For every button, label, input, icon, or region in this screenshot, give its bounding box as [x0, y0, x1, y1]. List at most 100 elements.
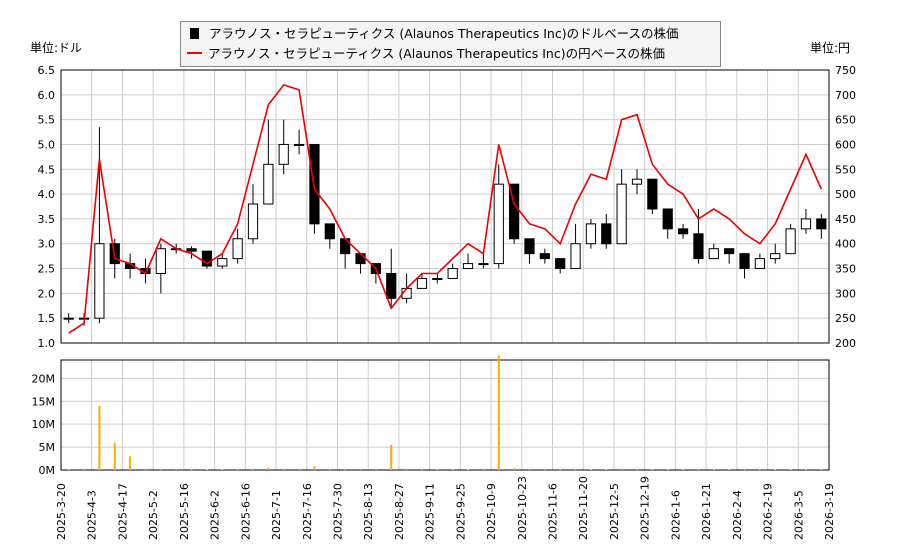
x-tick-label: 2026-1-21: [700, 483, 713, 540]
volume-bar: [543, 469, 546, 470]
y-left-tick-label: 6.0: [38, 89, 56, 102]
candle-body: [631, 178, 643, 185]
candle-body: [217, 258, 228, 267]
candle-body: [263, 163, 274, 205]
volume-tick-label: 0M: [39, 464, 56, 477]
x-tick-label: 2025-7-30: [331, 483, 344, 540]
legend-item-jpy: アラウノス・セラピューティクス (Alaunos Therapeutics In…: [187, 44, 665, 64]
volume-bar: [113, 442, 116, 470]
candle-body: [785, 228, 796, 255]
x-tick-label: 2026-1-6: [669, 490, 682, 540]
x-tick-label: 2025-10-9: [485, 483, 498, 540]
candle-body: [278, 143, 289, 165]
candle-body: [539, 253, 550, 260]
candle-body: [155, 248, 166, 275]
x-tick-label: 2025-4-17: [116, 483, 129, 540]
candle-body: [754, 258, 765, 270]
x-tick-label: 2026-3-19: [823, 483, 836, 540]
volume-bar: [636, 469, 638, 470]
candle-body: [386, 273, 397, 299]
candle-body: [662, 208, 673, 230]
candle-body: [401, 287, 412, 299]
volume-bar: [513, 468, 516, 470]
candle-body: [816, 218, 827, 230]
candle-body: [677, 228, 689, 235]
candle-body: [509, 183, 520, 240]
volume-bar: [144, 468, 147, 470]
volume-bar: [497, 355, 500, 470]
volume-bar: [359, 469, 362, 470]
y-left-tick-label: 2.5: [38, 263, 56, 276]
x-tick-label: 2025-5-2: [147, 490, 160, 540]
candle-body: [447, 268, 458, 279]
volume-bar: [574, 469, 577, 470]
y-right-tick-label: 750: [835, 64, 856, 77]
y-right-tick-label: 500: [835, 188, 856, 201]
candle-body: [186, 248, 197, 252]
volume-bar: [344, 469, 347, 470]
volume-bar: [175, 469, 178, 470]
candle-body: [601, 223, 612, 245]
volume-bar: [405, 468, 408, 470]
x-tick-label: 2025-10-23: [516, 476, 529, 540]
y-left-tick-label: 6.5: [38, 64, 56, 77]
volume-tick-label: 15M: [32, 395, 56, 408]
volume-bar: [328, 469, 331, 470]
right-unit-label: 単位:円: [810, 41, 851, 55]
volume-tick-label: 10M: [32, 418, 56, 431]
volume-tick-label: 5M: [39, 441, 56, 454]
y-right-tick-label: 350: [835, 263, 856, 276]
x-tick-label: 2025-12-5: [608, 483, 621, 540]
x-tick-label: 2025-11-6: [547, 483, 560, 540]
candle-body: [324, 223, 335, 240]
candle-body: [171, 248, 182, 251]
y-right-tick-label: 400: [835, 238, 856, 251]
y-right-tick-label: 300: [835, 287, 856, 300]
candle-body: [293, 143, 305, 146]
volume-plot-frame: [60, 359, 830, 471]
x-tick-label: 2025-9-25: [454, 483, 467, 540]
y-right-tick-label: 450: [835, 213, 856, 226]
candle-body: [724, 248, 735, 255]
volume-bar: [528, 469, 531, 470]
candle-body: [739, 253, 750, 270]
volume-tick-label: 20M: [32, 372, 56, 385]
candle-body: [309, 143, 320, 225]
volume-bar: [313, 466, 316, 470]
x-tick-label: 2026-3-5: [792, 490, 805, 540]
candle-body: [78, 317, 90, 320]
candle-body: [570, 243, 581, 270]
y-right-tick-label: 600: [835, 138, 856, 151]
candle-body: [800, 218, 812, 230]
y-left-tick-label: 5.0: [38, 138, 56, 151]
candle-body: [340, 238, 351, 255]
candle-body: [647, 178, 658, 210]
x-tick-label: 2025-8-27: [393, 483, 406, 540]
volume-bar: [98, 405, 101, 470]
x-tick-label: 2026-2-19: [762, 483, 775, 540]
x-tick-label: 2025-11-20: [577, 476, 590, 540]
candle-body: [125, 263, 136, 270]
candle-body: [140, 268, 151, 275]
volume-bar: [129, 456, 132, 470]
candle-body: [63, 317, 74, 320]
candle-body: [94, 243, 105, 319]
x-tick-label: 2025-7-16: [301, 483, 314, 540]
y-right-tick-label: 200: [835, 337, 856, 350]
legend-label-jpy: アラウノス・セラピューティクス (Alaunos Therapeutics In…: [208, 46, 665, 61]
yen-price-line: [68, 83, 823, 334]
volume-bar: [697, 469, 700, 470]
volume-bar: [159, 469, 162, 470]
candle-body: [616, 183, 627, 245]
y-left-tick-label: 4.0: [38, 188, 56, 201]
candle-body: [416, 277, 428, 289]
candle-body: [693, 233, 704, 260]
y-left-tick-label: 1.0: [38, 337, 56, 350]
x-tick-label: 2026-2-4: [731, 490, 744, 540]
candle-body: [109, 243, 120, 265]
candle-body: [478, 263, 489, 266]
volume-bar: [620, 468, 623, 470]
volume-bar: [390, 444, 393, 470]
candle-body: [247, 203, 259, 240]
